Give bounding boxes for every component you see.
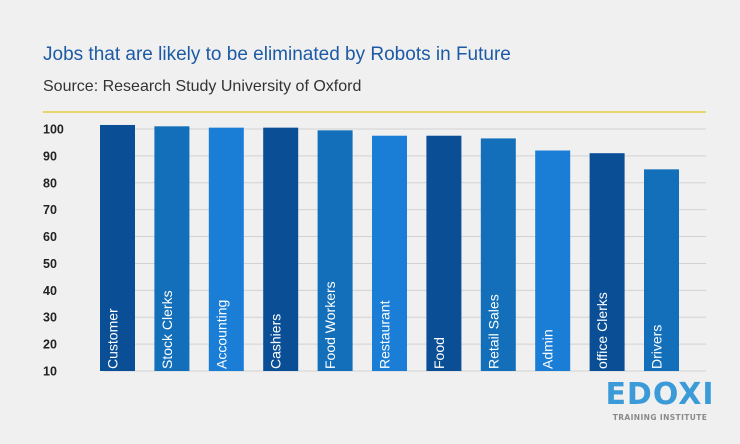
logo-tagline: TRAINING INSTITUTE [612, 413, 708, 422]
y-tick-label: 90 [43, 149, 57, 163]
bar [372, 135, 407, 371]
bar-label: office Clerks [594, 292, 610, 369]
bar [263, 127, 299, 372]
y-tick-label: 60 [43, 230, 57, 244]
bar [208, 127, 244, 372]
bar-label: Cashiers [268, 314, 284, 369]
y-tick-label: 80 [43, 176, 57, 190]
bar-label: Food Workers [322, 281, 338, 369]
bar [317, 130, 353, 371]
y-tick-label: 50 [43, 257, 57, 271]
logo-wordmark: EDOXI [605, 377, 715, 412]
bar [480, 138, 516, 371]
bar [589, 153, 625, 371]
bar-label: Customer [105, 308, 121, 369]
chart-title: Jobs that are likely to be eliminated by… [43, 44, 511, 65]
bar-label: Admin [540, 329, 556, 369]
y-tick-label: 100 [43, 123, 64, 137]
bar [644, 169, 679, 371]
bar-label: Drivers [649, 325, 665, 369]
y-tick-label: 20 [43, 338, 57, 352]
bar-label: Retail Sales [485, 294, 501, 369]
bar-label: Restaurant [377, 300, 393, 369]
y-tick-label: 40 [43, 284, 57, 298]
y-tick-label: 10 [43, 365, 57, 379]
title-divider [43, 111, 706, 113]
bar [154, 126, 190, 371]
y-tick-label: 30 [43, 311, 57, 325]
y-tick-label: 70 [43, 203, 57, 217]
bar [535, 150, 571, 371]
bar [426, 135, 462, 371]
bar-label: Accounting [213, 300, 229, 369]
bar-label: Food [431, 337, 447, 369]
chart-subtitle: Source: Research Study University of Oxf… [43, 78, 362, 95]
bar [100, 124, 135, 371]
edoxi-logo: EDOXI TRAINING INSTITUTE [600, 377, 720, 423]
bar-label: Stock Clerks [159, 290, 175, 369]
